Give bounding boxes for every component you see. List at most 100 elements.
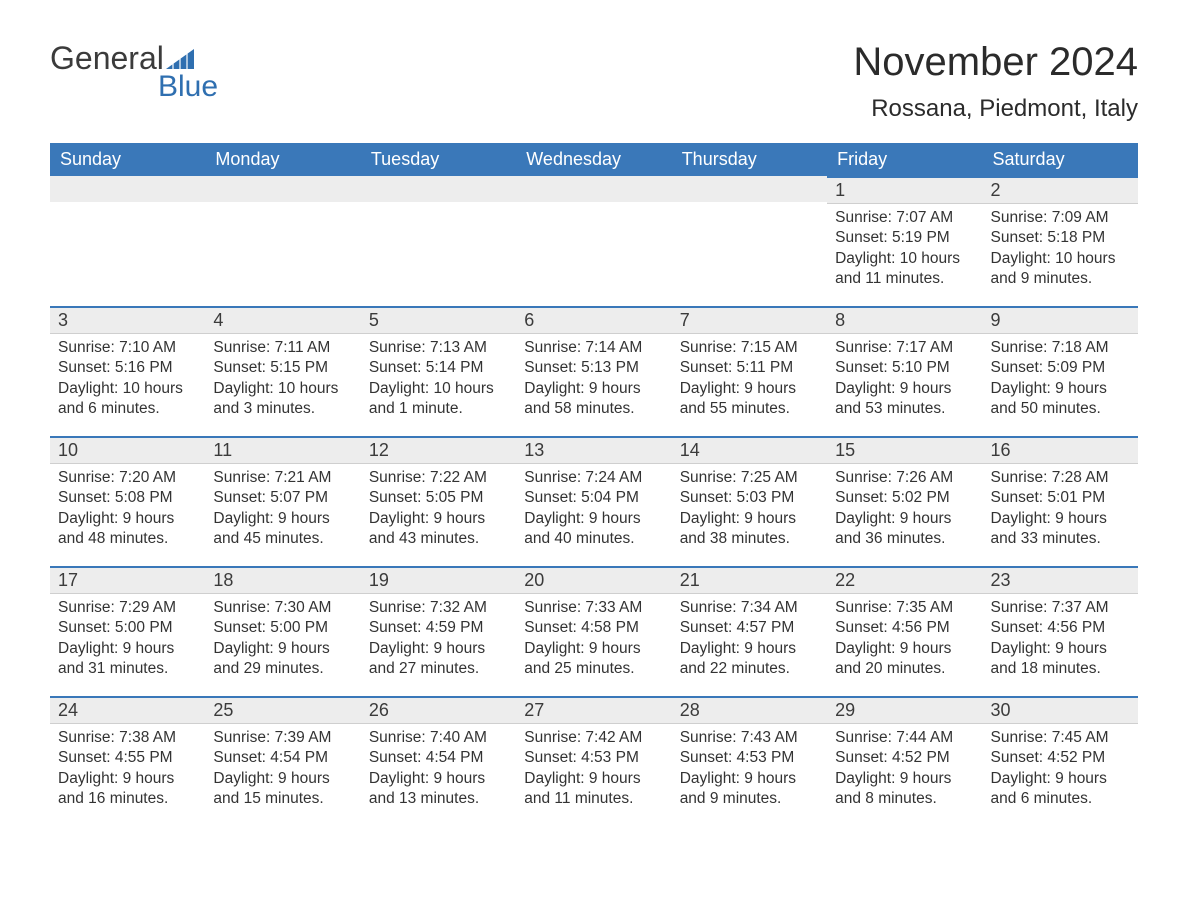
sunrise-line: Sunrise: 7:34 AM (680, 598, 819, 618)
weekday-header: Monday (205, 143, 360, 176)
sunset-line: Sunset: 5:01 PM (991, 488, 1130, 508)
sunrise-line: Sunrise: 7:26 AM (835, 468, 974, 488)
calendar-cell: 11Sunrise: 7:21 AMSunset: 5:07 PMDayligh… (205, 436, 360, 566)
sunset-line: Sunset: 5:13 PM (524, 358, 663, 378)
calendar-cell (50, 176, 205, 306)
empty-day-strip (361, 176, 516, 202)
calendar-cell: 3Sunrise: 7:10 AMSunset: 5:16 PMDaylight… (50, 306, 205, 436)
daylight-line: Daylight: 9 hours and 11 minutes. (524, 769, 663, 810)
day-body: Sunrise: 7:18 AMSunset: 5:09 PMDaylight:… (983, 334, 1138, 430)
sunset-line: Sunset: 5:05 PM (369, 488, 508, 508)
day-number: 24 (50, 696, 205, 724)
day-number: 6 (516, 306, 671, 334)
sunset-line: Sunset: 5:18 PM (991, 228, 1130, 248)
sunrise-line: Sunrise: 7:10 AM (58, 338, 197, 358)
daylight-line: Daylight: 10 hours and 6 minutes. (58, 379, 197, 420)
daylight-line: Daylight: 9 hours and 36 minutes. (835, 509, 974, 550)
calendar-cell: 19Sunrise: 7:32 AMSunset: 4:59 PMDayligh… (361, 566, 516, 696)
day-body: Sunrise: 7:26 AMSunset: 5:02 PMDaylight:… (827, 464, 982, 560)
day-number: 17 (50, 566, 205, 594)
sunset-line: Sunset: 4:52 PM (991, 748, 1130, 768)
day-body: Sunrise: 7:35 AMSunset: 4:56 PMDaylight:… (827, 594, 982, 690)
day-number: 5 (361, 306, 516, 334)
day-body: Sunrise: 7:45 AMSunset: 4:52 PMDaylight:… (983, 724, 1138, 820)
calendar-cell: 8Sunrise: 7:17 AMSunset: 5:10 PMDaylight… (827, 306, 982, 436)
day-number: 4 (205, 306, 360, 334)
sunrise-line: Sunrise: 7:11 AM (213, 338, 352, 358)
day-number: 23 (983, 566, 1138, 594)
sunset-line: Sunset: 5:03 PM (680, 488, 819, 508)
daylight-line: Daylight: 9 hours and 45 minutes. (213, 509, 352, 550)
calendar-cell: 14Sunrise: 7:25 AMSunset: 5:03 PMDayligh… (672, 436, 827, 566)
weekday-header-row: SundayMondayTuesdayWednesdayThursdayFrid… (50, 143, 1138, 176)
daylight-line: Daylight: 9 hours and 33 minutes. (991, 509, 1130, 550)
day-body: Sunrise: 7:38 AMSunset: 4:55 PMDaylight:… (50, 724, 205, 820)
day-number: 19 (361, 566, 516, 594)
calendar-cell: 21Sunrise: 7:34 AMSunset: 4:57 PMDayligh… (672, 566, 827, 696)
day-number: 16 (983, 436, 1138, 464)
sunset-line: Sunset: 5:04 PM (524, 488, 663, 508)
calendar-cell (516, 176, 671, 306)
sunset-line: Sunset: 4:55 PM (58, 748, 197, 768)
day-body: Sunrise: 7:14 AMSunset: 5:13 PMDaylight:… (516, 334, 671, 430)
sunrise-line: Sunrise: 7:22 AM (369, 468, 508, 488)
calendar-cell: 26Sunrise: 7:40 AMSunset: 4:54 PMDayligh… (361, 696, 516, 826)
calendar-row: 17Sunrise: 7:29 AMSunset: 5:00 PMDayligh… (50, 566, 1138, 696)
calendar-cell: 16Sunrise: 7:28 AMSunset: 5:01 PMDayligh… (983, 436, 1138, 566)
sunrise-line: Sunrise: 7:09 AM (991, 208, 1130, 228)
sunset-line: Sunset: 5:00 PM (58, 618, 197, 638)
sunrise-line: Sunrise: 7:44 AM (835, 728, 974, 748)
calendar-cell: 29 Sunrise: 7:44 AMSunset: 4:52 PMDayligh… (827, 696, 982, 826)
daylight-line: Daylight: 9 hours and 25 minutes. (524, 639, 663, 680)
daylight-line: Daylight: 9 hours and 27 minutes. (369, 639, 508, 680)
sunrise-line: Sunrise: 7:14 AM (524, 338, 663, 358)
calendar-cell: 2Sunrise: 7:09 AMSunset: 5:18 PMDaylight… (983, 176, 1138, 306)
day-body: Sunrise: 7:43 AMSunset: 4:53 PMDaylight:… (672, 724, 827, 820)
day-body: Sunrise: 7:28 AMSunset: 5:01 PMDaylight:… (983, 464, 1138, 560)
day-body: Sunrise: 7:30 AMSunset: 5:00 PMDaylight:… (205, 594, 360, 690)
daylight-line: Daylight: 9 hours and 48 minutes. (58, 509, 197, 550)
calendar-cell: 17Sunrise: 7:29 AMSunset: 5:00 PMDayligh… (50, 566, 205, 696)
day-body: Sunrise: 7:39 AMSunset: 4:54 PMDaylight:… (205, 724, 360, 820)
sunset-line: Sunset: 4:54 PM (213, 748, 352, 768)
daylight-line: Daylight: 10 hours and 3 minutes. (213, 379, 352, 420)
sunset-line: Sunset: 4:53 PM (680, 748, 819, 768)
calendar-cell: 22Sunrise: 7:35 AMSunset: 4:56 PMDayligh… (827, 566, 982, 696)
sunrise-line: Sunrise: 7:37 AM (991, 598, 1130, 618)
sunrise-line: Sunrise: 7:43 AM (680, 728, 819, 748)
day-number: 10 (50, 436, 205, 464)
sunset-line: Sunset: 4:58 PM (524, 618, 663, 638)
calendar-cell: 25Sunrise: 7:39 AMSunset: 4:54 PMDayligh… (205, 696, 360, 826)
sunrise-line: Sunrise: 7:40 AM (369, 728, 508, 748)
title-block: November 2024 Rossana, Piedmont, Italy (853, 40, 1138, 123)
sunset-line: Sunset: 5:15 PM (213, 358, 352, 378)
daylight-line: Daylight: 9 hours and 22 minutes. (680, 639, 819, 680)
daylight-line: Daylight: 9 hours and 13 minutes. (369, 769, 508, 810)
calendar-cell: 20Sunrise: 7:33 AMSunset: 4:58 PMDayligh… (516, 566, 671, 696)
sunrise-line: Sunrise: 7:45 AM (991, 728, 1130, 748)
daylight-line: Daylight: 9 hours and 6 minutes. (991, 769, 1130, 810)
logo-word-1: General (50, 40, 164, 77)
truss-icon (166, 47, 194, 69)
sunset-line: Sunset: 5:08 PM (58, 488, 197, 508)
calendar-cell: 12 Sunrise: 7:22 AMSunset: 5:05 PMDayligh… (361, 436, 516, 566)
day-number: 21 (672, 566, 827, 594)
daylight-line: Daylight: 9 hours and 8 minutes. (835, 769, 974, 810)
sunset-line: Sunset: 4:52 PM (835, 748, 974, 768)
daylight-line: Daylight: 10 hours and 9 minutes. (991, 249, 1130, 290)
day-body: Sunrise: 7:11 AMSunset: 5:15 PMDaylight:… (205, 334, 360, 430)
day-number: 1 (827, 176, 982, 204)
day-body: Sunrise: 7:25 AMSunset: 5:03 PMDaylight:… (672, 464, 827, 560)
daylight-line: Daylight: 9 hours and 43 minutes. (369, 509, 508, 550)
day-number: 29 (827, 696, 982, 724)
day-number: 8 (827, 306, 982, 334)
day-number: 22 (827, 566, 982, 594)
sunrise-line: Sunrise: 7:13 AM (369, 338, 508, 358)
calendar-row: 1Sunrise: 7:07 AMSunset: 5:19 PMDaylight… (50, 176, 1138, 306)
day-number: 12 (361, 436, 516, 464)
calendar-row: 10Sunrise: 7:20 AMSunset: 5:08 PMDayligh… (50, 436, 1138, 566)
calendar-cell: 15Sunrise: 7:26 AMSunset: 5:02 PMDayligh… (827, 436, 982, 566)
month-title: November 2024 (853, 40, 1138, 85)
calendar-cell: 23Sunrise: 7:37 AMSunset: 4:56 PMDayligh… (983, 566, 1138, 696)
sunset-line: Sunset: 4:56 PM (835, 618, 974, 638)
